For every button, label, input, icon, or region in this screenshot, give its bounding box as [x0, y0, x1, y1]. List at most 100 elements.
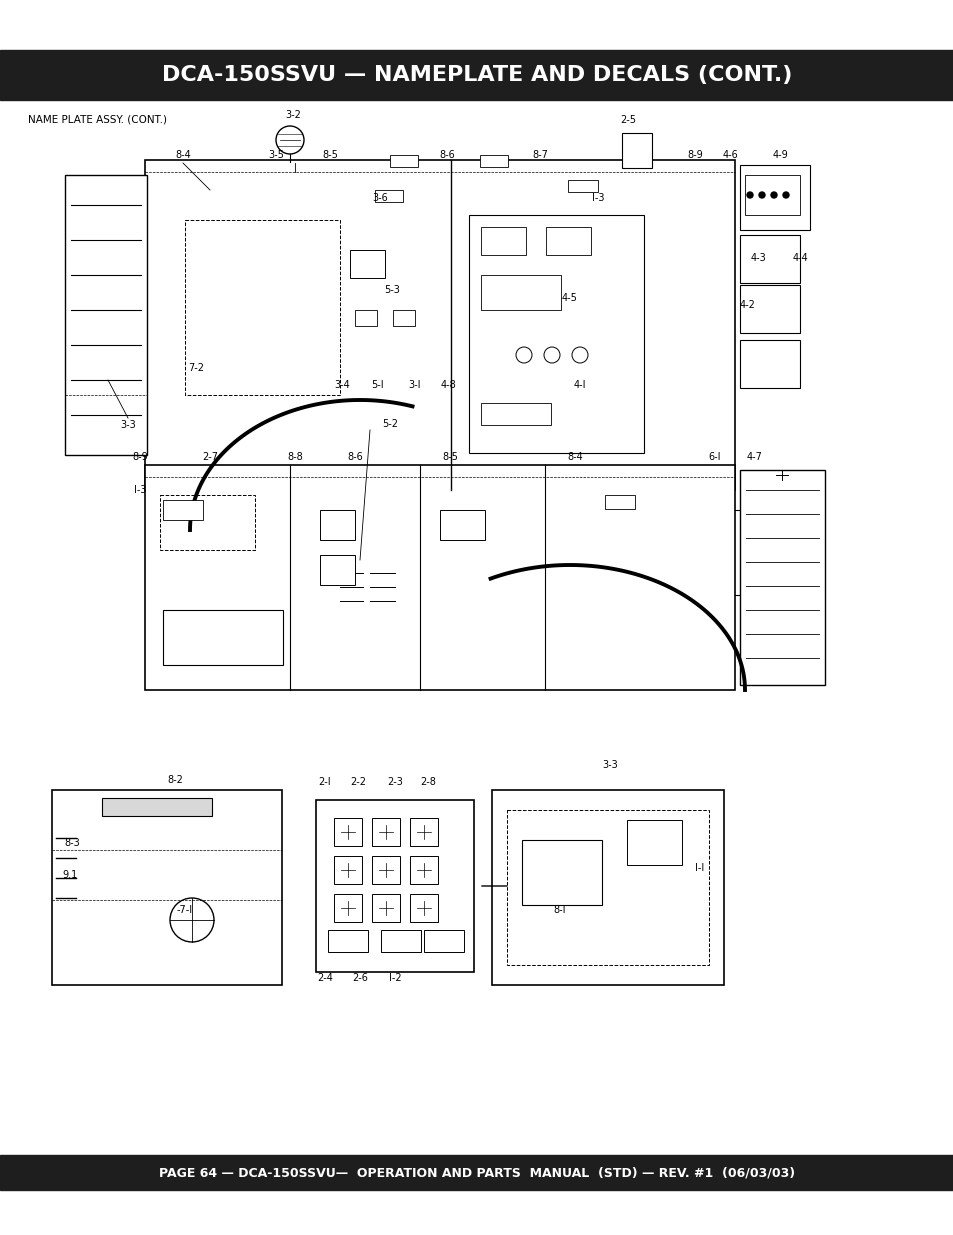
Text: I-I: I-I	[695, 863, 704, 873]
Bar	[480, 275, 560, 310]
Bar	[145, 466, 734, 690]
Bar	[163, 610, 283, 664]
Bar	[439, 510, 484, 540]
Text: 4-2: 4-2	[740, 300, 755, 310]
Text: 3-3: 3-3	[601, 760, 618, 769]
Text: 4-3: 4-3	[749, 253, 765, 263]
Text: 4-4: 4-4	[791, 253, 807, 263]
Circle shape	[770, 191, 776, 198]
Circle shape	[782, 191, 788, 198]
Text: 8-4: 8-4	[566, 452, 582, 462]
Bar	[375, 190, 402, 203]
Bar	[335, 558, 402, 620]
Bar	[604, 495, 635, 509]
Text: 3-3: 3-3	[120, 420, 135, 430]
Text: 8-2: 8-2	[167, 776, 183, 785]
Bar	[521, 840, 601, 905]
Text: 8-9: 8-9	[686, 149, 702, 161]
Bar	[664, 510, 784, 595]
Text: 5-3: 5-3	[384, 285, 399, 295]
Text: 3-I: 3-I	[408, 380, 421, 390]
Bar	[480, 227, 525, 254]
Bar	[319, 555, 355, 585]
Text: 4-5: 4-5	[561, 293, 578, 303]
Text: 2-7: 2-7	[202, 452, 218, 462]
Text: 3-2: 3-2	[285, 110, 300, 120]
Text: 8-9: 8-9	[132, 452, 148, 462]
Bar	[744, 175, 800, 215]
Bar	[469, 215, 643, 453]
Bar	[355, 310, 376, 326]
Bar	[390, 156, 417, 167]
Text: 2-I: 2-I	[318, 777, 331, 787]
Circle shape	[746, 191, 752, 198]
Text: 8-7: 8-7	[532, 149, 547, 161]
Text: PAGE 64 — DCA-150SSVU—  OPERATION AND PARTS  MANUAL  (STD) — REV. #1  (06/03/03): PAGE 64 — DCA-150SSVU— OPERATION AND PAR…	[159, 1166, 794, 1179]
Bar	[0, 49, 953, 100]
Bar	[567, 180, 598, 191]
Bar	[479, 156, 507, 167]
Text: 2-3: 2-3	[387, 777, 402, 787]
Text: 7-2: 7-2	[188, 363, 204, 373]
Bar	[480, 403, 551, 425]
Bar	[380, 930, 420, 952]
Text: 2-5: 2-5	[619, 115, 636, 125]
Bar	[334, 818, 361, 846]
Bar	[626, 820, 681, 864]
Circle shape	[759, 191, 764, 198]
Text: 5-2: 5-2	[381, 419, 397, 429]
Text: 8-3: 8-3	[64, 839, 80, 848]
Text: 8-5: 8-5	[322, 149, 337, 161]
Text: 2-6: 2-6	[352, 973, 368, 983]
Bar	[740, 285, 800, 333]
Text: DCA-150SSVU — NAMEPLATE AND DECALS (CONT.): DCA-150SSVU — NAMEPLATE AND DECALS (CONT…	[162, 65, 791, 85]
Text: 8-8: 8-8	[287, 452, 302, 462]
Bar	[740, 340, 800, 388]
Bar	[410, 856, 437, 884]
Bar	[315, 800, 474, 972]
Bar	[334, 894, 361, 923]
Text: 4-I: 4-I	[573, 380, 586, 390]
Text: 4-8: 4-8	[439, 380, 456, 390]
Bar	[740, 235, 800, 283]
Text: 3-4: 3-4	[334, 380, 350, 390]
Bar	[350, 249, 385, 278]
Bar	[410, 818, 437, 846]
Bar	[0, 1155, 953, 1191]
Bar	[163, 500, 203, 520]
Bar	[545, 227, 590, 254]
Bar	[145, 161, 734, 490]
Text: 3-5: 3-5	[268, 149, 284, 161]
Bar	[334, 856, 361, 884]
Text: 2-4: 2-4	[316, 973, 333, 983]
Text: I-3: I-3	[591, 193, 603, 203]
Text: 4-6: 4-6	[721, 149, 737, 161]
Text: 8-6: 8-6	[347, 452, 362, 462]
Text: I-2: I-2	[388, 973, 401, 983]
Text: 4-7: 4-7	[746, 452, 762, 462]
Bar	[740, 165, 809, 230]
Bar	[52, 790, 282, 986]
Text: 8-4: 8-4	[175, 149, 191, 161]
Text: 6-I: 6-I	[708, 452, 720, 462]
Bar	[185, 220, 339, 395]
Bar	[740, 471, 824, 685]
Text: I-3: I-3	[133, 485, 146, 495]
Bar	[410, 894, 437, 923]
Bar	[372, 894, 399, 923]
Text: 8-I: 8-I	[553, 905, 566, 915]
Text: 9.1: 9.1	[62, 869, 77, 881]
Text: NAME PLATE ASSY. (CONT.): NAME PLATE ASSY. (CONT.)	[28, 115, 167, 125]
Text: 3-6: 3-6	[372, 193, 388, 203]
Text: 4-9: 4-9	[771, 149, 787, 161]
Bar	[372, 818, 399, 846]
Bar	[102, 798, 212, 816]
Bar	[492, 790, 723, 986]
Bar	[423, 930, 463, 952]
Bar	[372, 856, 399, 884]
Bar	[328, 930, 368, 952]
Bar	[506, 810, 708, 965]
Bar	[621, 133, 651, 168]
Text: 2-8: 2-8	[419, 777, 436, 787]
Bar	[319, 510, 355, 540]
